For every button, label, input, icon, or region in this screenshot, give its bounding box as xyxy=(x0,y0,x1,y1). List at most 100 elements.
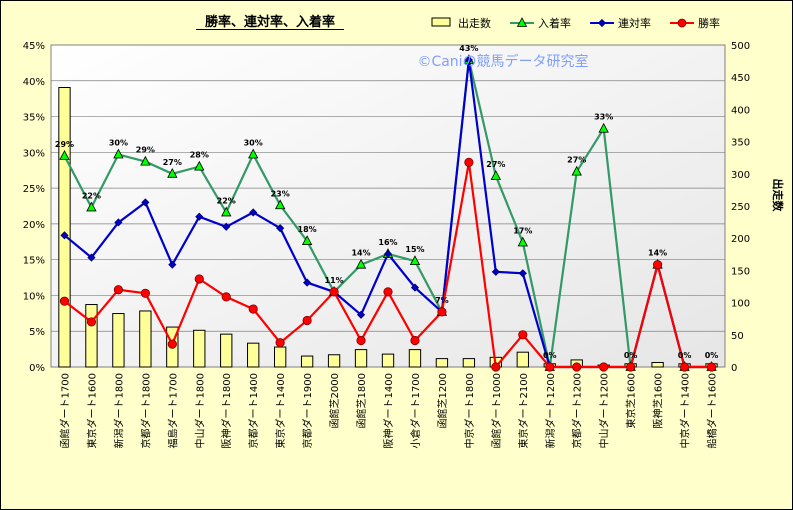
data-label: 27% xyxy=(567,156,586,165)
bar xyxy=(58,87,71,368)
marker-diamond xyxy=(464,55,473,65)
data-label: 14% xyxy=(351,249,370,258)
x-category-label: 福島ダート1700 xyxy=(166,373,179,448)
chart-title: 勝率、連対率、入着率 xyxy=(205,14,335,30)
marker-circle xyxy=(86,317,97,327)
y2-tick-label: 50 xyxy=(731,331,744,342)
marker-diamond xyxy=(114,218,123,227)
x-category-label: 函館ダート1700 xyxy=(58,373,71,448)
data-label: 7% xyxy=(435,296,449,305)
marker-circle xyxy=(572,362,582,372)
x-category-label: 阪神芝1600 xyxy=(652,373,665,428)
bar xyxy=(354,349,368,368)
watermark: ©Caniの競馬データ研究室 xyxy=(417,53,588,70)
x-category-label: 東京ダート2100 xyxy=(517,373,530,448)
marker-circle xyxy=(518,330,528,340)
marker-triangle xyxy=(113,148,124,159)
x-category-label: 新潟ダート1800 xyxy=(112,373,125,448)
marker-circle xyxy=(221,292,231,302)
data-label: 43% xyxy=(459,44,478,53)
marker-diamond xyxy=(410,283,420,292)
y2-tick-label: 300 xyxy=(731,170,750,181)
data-label: 33% xyxy=(594,113,613,122)
x-category-label: 京都ダート1200 xyxy=(571,373,584,448)
y2-tick-label: 450 xyxy=(731,73,750,84)
data-label: 22% xyxy=(217,196,236,205)
marker-diamond xyxy=(518,269,527,278)
y-tick-label: 10% xyxy=(23,291,45,302)
marker-diamond xyxy=(87,253,96,262)
bar xyxy=(139,310,152,368)
data-label: 0% xyxy=(705,351,719,360)
bar xyxy=(220,333,233,368)
y-axis-right: 0 50 100 150 200 250 300 350 400 450 500 xyxy=(731,41,750,374)
x-category-label: 中京ダート1400 xyxy=(679,373,692,448)
bar xyxy=(381,353,395,368)
data-label: 15% xyxy=(405,245,424,254)
data-labels: 29% 22% 30% 29% 27% 28% 22% 30% 23% 18% 11% 14% 16% 1… xyxy=(55,44,718,360)
marker-diamond xyxy=(491,267,500,276)
y2-tick-label: 200 xyxy=(731,234,750,245)
marker-circle xyxy=(329,287,339,297)
marker-circle xyxy=(437,307,447,317)
x-category-label: 東京ダート1600 xyxy=(85,373,98,448)
marker-diamond xyxy=(222,222,231,231)
bar xyxy=(193,329,206,368)
x-category-label: 京都ダート1900 xyxy=(301,373,314,448)
x-category-label: 東京ダート1400 xyxy=(274,373,287,448)
marker-diamond xyxy=(141,198,150,207)
marker-triangle xyxy=(598,122,609,133)
x-category-label: 京都ダート1800 xyxy=(139,373,152,448)
y-tick-label: 15% xyxy=(23,256,45,267)
marker-circle xyxy=(706,362,717,372)
legend-label: 入着率 xyxy=(538,16,571,30)
marker-circle xyxy=(302,315,312,326)
legend-label: 出走数 xyxy=(458,16,491,30)
bars-series xyxy=(58,87,718,368)
gridlines xyxy=(51,80,725,332)
data-label: 14% xyxy=(648,249,667,258)
legend-label: 連対率 xyxy=(618,16,651,30)
x-category-label: 京都ダート1400 xyxy=(247,373,260,448)
marker-triangle xyxy=(490,170,502,180)
x-category-label: 新潟ダート1200 xyxy=(544,373,557,448)
legend-marker xyxy=(597,18,607,28)
y-tick-label: 30% xyxy=(23,148,45,159)
data-label: 17% xyxy=(513,226,532,235)
y-tick-label: 5% xyxy=(29,327,45,338)
marker-triangle xyxy=(517,236,528,247)
x-category-label: 東京芝1600 xyxy=(625,373,638,428)
y-tick-label: 20% xyxy=(23,220,45,231)
marker-circle xyxy=(491,362,501,372)
title-underline xyxy=(196,29,344,30)
marker-triangle xyxy=(167,167,178,178)
marker-circle xyxy=(59,296,70,306)
y2-tick-label: 100 xyxy=(731,299,750,310)
bar xyxy=(112,313,125,368)
marker-triangle xyxy=(140,155,151,166)
y2-tick-label: 500 xyxy=(731,41,750,52)
marker-triangle xyxy=(571,165,582,176)
data-label: 29% xyxy=(136,146,155,155)
bar xyxy=(247,342,260,368)
marker-triangle xyxy=(86,201,97,212)
data-label: 22% xyxy=(82,191,101,200)
bar xyxy=(435,358,449,368)
marker-circle xyxy=(383,287,393,297)
y-tick-label: 40% xyxy=(23,77,45,88)
bar xyxy=(300,355,314,368)
marker-diamond xyxy=(168,260,177,269)
marker-diamond xyxy=(276,224,285,233)
bar xyxy=(462,358,476,368)
marker-triangle xyxy=(194,160,205,171)
marker-circle xyxy=(194,274,204,284)
marker-triangle xyxy=(301,235,313,245)
x-category-label: 小倉ダート1700 xyxy=(409,373,422,448)
marker-triangle xyxy=(274,199,286,210)
y2-tick-label: 150 xyxy=(731,266,750,277)
marker-circle xyxy=(626,362,636,372)
x-category-label: 函館芝1200 xyxy=(436,373,449,428)
marker-triangle xyxy=(221,206,232,217)
data-label: 27% xyxy=(486,160,505,169)
marker-triangle xyxy=(59,150,70,160)
